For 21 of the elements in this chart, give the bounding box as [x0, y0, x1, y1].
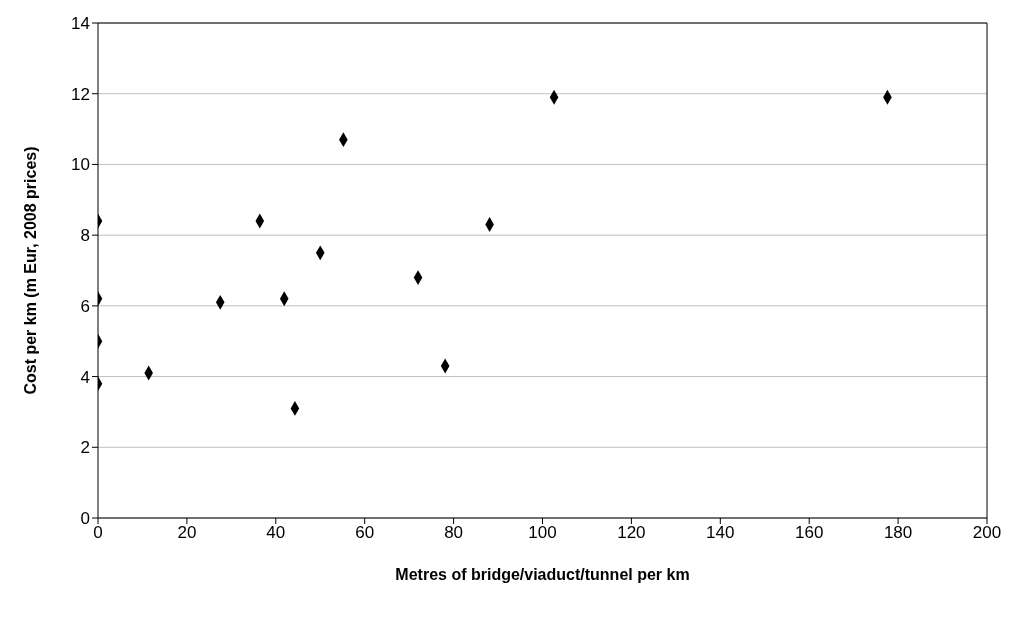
x-tick-label: 140: [706, 523, 735, 543]
y-tick-label: 2: [80, 438, 90, 458]
y-tick-label: 12: [71, 84, 90, 104]
y-tick-label: 10: [71, 155, 90, 175]
y-tick-label: 4: [80, 367, 90, 387]
x-tick-label: 180: [883, 523, 913, 543]
x-tick-label: 160: [795, 523, 824, 543]
x-tick-label: 100: [528, 523, 557, 543]
x-tick-label: 40: [266, 523, 286, 543]
x-axis-title: Metres of bridge/viaduct/tunnel per km: [395, 566, 690, 583]
x-tick-label: 0: [93, 523, 103, 543]
x-tick-label: 20: [177, 523, 197, 543]
y-axis-title: Cost per km (m Eur, 2008 prices): [21, 146, 39, 395]
y-tick-label: 14: [71, 14, 90, 34]
x-tick-label: 120: [617, 523, 646, 543]
x-tick-label: 80: [444, 523, 464, 543]
x-tick-label: 200: [972, 523, 1002, 543]
y-tick-label: 6: [80, 296, 90, 316]
y-tick-label: 0: [80, 509, 90, 529]
x-tick-label: 60: [355, 523, 375, 543]
y-tick-label: 8: [80, 226, 90, 246]
